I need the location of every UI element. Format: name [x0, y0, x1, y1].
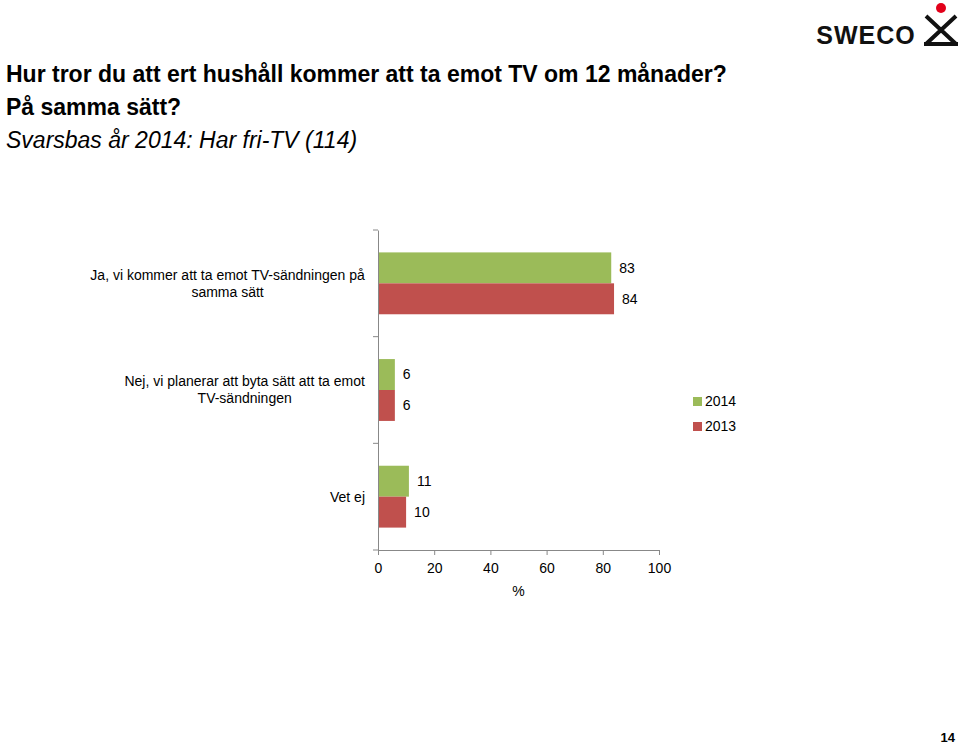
title: På samma sätt? — [6, 94, 181, 120]
bars — [378, 252, 614, 527]
chart: Hur tror du att ert hushåll kommer att t… — [0, 0, 960, 747]
separator — [373, 443, 378, 444]
legend-label: 2014 — [705, 393, 736, 409]
tick-mark — [378, 550, 379, 555]
tick: 40 — [483, 550, 499, 576]
logo-dot — [936, 3, 946, 13]
tick-label: 100 — [648, 560, 672, 576]
page-number: 14 — [941, 730, 956, 745]
tick: 80 — [596, 550, 612, 576]
legend-label: 2013 — [705, 418, 736, 434]
bar — [378, 497, 406, 528]
data-label: 6 — [403, 366, 411, 382]
data-label: 6 — [403, 397, 411, 413]
tick: 60 — [539, 550, 555, 576]
tick-mark — [547, 550, 548, 555]
category-tick: Ja, vi kommer att ta emot TV-sändningen … — [90, 267, 378, 300]
axis-line — [379, 551, 660, 556]
tick-mark — [434, 550, 435, 555]
tick-label: 80 — [596, 560, 612, 576]
bar — [378, 283, 614, 314]
tick-label: 0 — [375, 560, 383, 576]
tick-mark — [603, 550, 604, 555]
logo-mark — [924, 16, 958, 44]
tick-label: 60 — [539, 560, 555, 576]
separator — [373, 230, 378, 231]
legend: 2014 2013 — [693, 393, 736, 434]
axis-line — [378, 231, 379, 551]
category-label: Ja, vi kommer att ta emot TV-sändningen … — [90, 267, 365, 300]
tick-mark — [490, 550, 491, 555]
x-axis-title: % — [512, 583, 524, 599]
bar — [378, 390, 395, 421]
data-label: 83 — [619, 260, 635, 276]
tick: 20 — [427, 550, 443, 576]
separator — [373, 550, 378, 551]
legend-swatch — [693, 397, 702, 406]
data-label: 11 — [417, 473, 432, 489]
data-label: 84 — [622, 291, 638, 307]
tick: 100 — [648, 550, 672, 576]
category-separators — [373, 230, 378, 550]
category-label: Nej, vi planerar att byta sätt att ta em… — [124, 373, 365, 406]
logo-icon — [924, 3, 958, 44]
tick-mark — [659, 550, 660, 555]
category-tick: Nej, vi planerar att byta sätt att ta em… — [124, 373, 378, 406]
y-axis: Ja, vi kommer att ta emot TV-sändningen … — [90, 231, 378, 551]
bar — [378, 359, 395, 390]
category-label: Vet ej — [330, 489, 365, 505]
bar — [378, 252, 611, 283]
tick: 0 — [375, 550, 383, 576]
x-axis: 0 20 40 60 80 100 — [375, 550, 672, 576]
category-tick: Vet ej — [330, 489, 378, 505]
tick-label: 20 — [427, 560, 443, 576]
bar — [378, 466, 409, 497]
title: Hur tror du att ert hushåll kommer att t… — [6, 61, 727, 87]
tick-label: 40 — [483, 560, 499, 576]
legend-swatch — [693, 422, 702, 431]
data-label: 10 — [414, 504, 430, 520]
legend-item: 2013 — [693, 418, 736, 434]
logo: SWECO — [816, 21, 915, 49]
subtitle: Svarsbas år 2014: Har fri-TV (114) — [6, 127, 357, 153]
data-labels: 83 6 11 84 6 10 — [403, 260, 638, 520]
legend-item: 2014 — [693, 393, 736, 409]
separator — [373, 336, 378, 337]
